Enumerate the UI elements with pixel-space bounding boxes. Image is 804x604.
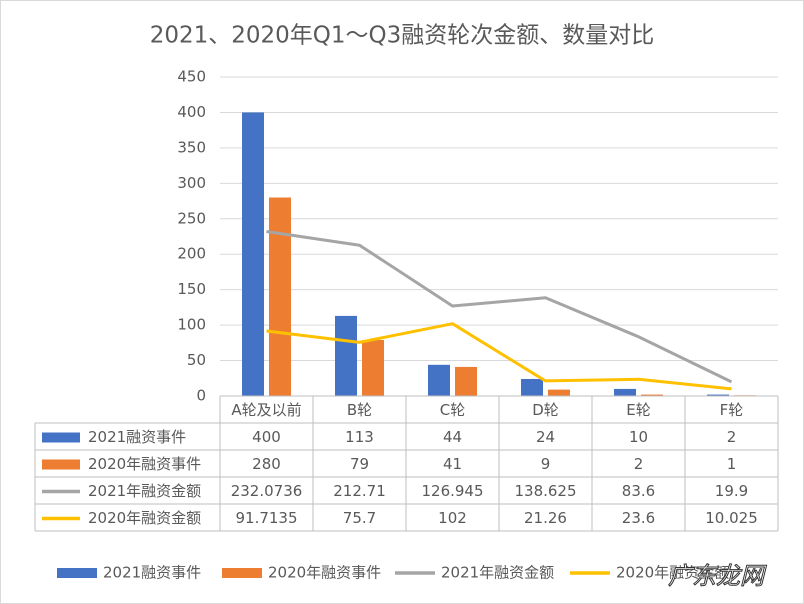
x-tick-label: D轮 [532,401,559,419]
y-tick-label: 250 [177,209,206,227]
table-cell: 102 [438,509,467,527]
line [266,230,733,384]
legend-label: 2021融资事件 [103,564,201,582]
legend-label: 2020年融资金额 [616,564,729,582]
table-cell: 41 [443,455,462,473]
bar [428,364,450,396]
y-tick-label: 400 [177,103,206,121]
x-tick-label: E轮 [626,401,650,419]
bar [362,339,384,396]
y-tick-label: 450 [177,68,206,86]
x-tick-label: F轮 [720,401,744,419]
table-cell: 280 [252,455,281,473]
y-tick-label: 350 [177,138,206,156]
chart-title: 2021、2020年Q1～Q3融资轮次金额、数量对比 [150,23,655,49]
y-tick-label: 50 [187,351,206,369]
table-cell: 138.625 [514,482,576,500]
table-cell: 9 [541,455,551,473]
bar [641,394,663,396]
table-cell: 126.945 [421,482,483,500]
table-cell: 75.7 [343,509,376,527]
table-cell: 21.26 [524,509,567,527]
watermark: 广东龙网 [668,562,767,590]
x-tick-label: A轮及以前 [231,401,301,419]
bar [335,315,357,396]
bar [707,394,729,396]
legend-key [222,568,262,578]
y-tick-label: 100 [177,316,206,334]
table-cell: 91.7135 [235,509,297,527]
bar [269,197,291,396]
table-cell: 1 [727,455,737,473]
bar [614,388,636,396]
table-cell: 113 [345,428,374,446]
table-cell: 2 [634,455,644,473]
table-cell: 44 [443,428,462,446]
legend-key [42,432,80,443]
bar [521,378,543,396]
legend-label: 2020年融资事件 [268,564,381,582]
table-cell: 2 [727,428,737,446]
table-series-name: 2020年融资事件 [88,455,201,473]
table-cell: 23.6 [622,509,655,527]
x-tick-label: C轮 [440,401,465,419]
bar [548,389,570,396]
legend-key [57,568,97,578]
legend-key [42,459,80,470]
table-cell: 400 [252,428,281,446]
table-cell: 10 [629,428,648,446]
table-cell: 19.9 [715,482,748,500]
table-cell: 10.025 [705,509,758,527]
table-cell: 212.71 [333,482,386,500]
bar [455,366,477,396]
table-series-name: 2021年融资金额 [88,482,201,500]
table-series-name: 2020年融资金额 [88,509,201,527]
line [266,322,732,391]
y-tick-label: 200 [177,245,206,263]
legend-label: 2021年融资金额 [441,564,554,582]
table-cell: 232.0736 [231,482,303,500]
y-tick-label: 0 [196,387,206,405]
bar [242,112,264,396]
table-cell: 79 [350,455,369,473]
table-series-name: 2021融资事件 [88,428,186,446]
table-cell: 24 [536,428,555,446]
y-tick-label: 150 [177,280,206,298]
table-cell: 83.6 [622,482,655,500]
x-tick-label: B轮 [347,401,372,419]
y-tick-label: 300 [177,174,206,192]
